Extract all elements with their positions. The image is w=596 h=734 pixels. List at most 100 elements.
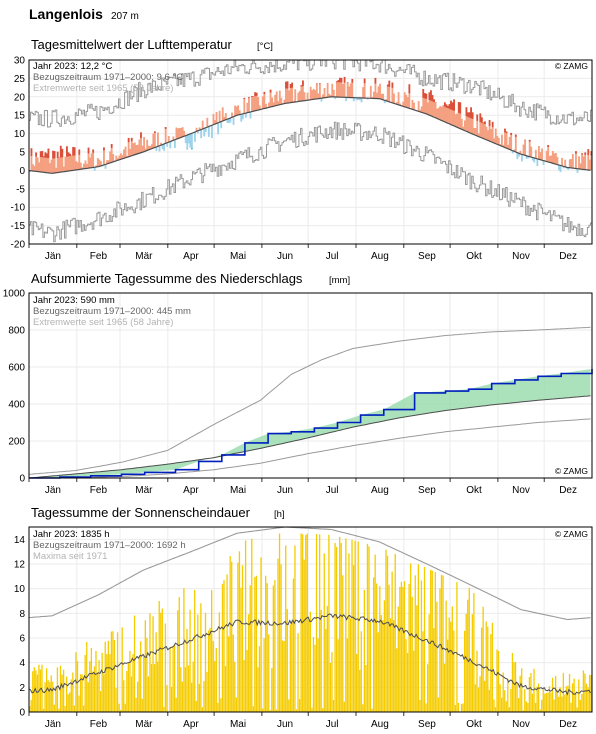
sunshine-bar — [425, 704, 426, 712]
temperature-bar — [382, 94, 384, 100]
sunshine-bar — [328, 535, 329, 712]
sunshine-bar — [202, 707, 203, 712]
sunshine-bar — [44, 682, 45, 712]
sunshine-bar — [186, 629, 187, 712]
y-tick-label: 15 — [14, 111, 26, 122]
temperature-legend-extremes: Extremwerte seit 1965 (58 Jahre) — [33, 83, 173, 94]
sunshine-bar — [246, 650, 247, 712]
sunshine-bar — [143, 655, 144, 712]
sunshine-bar — [211, 590, 212, 712]
sunshine-bar — [439, 588, 440, 712]
sunshine-bar — [321, 610, 322, 712]
sunshine-legend-reference: Bezugszeitraum 1971–2000: 1692 h — [33, 540, 186, 551]
temperature-bar — [307, 93, 309, 101]
sunshine-bar — [37, 675, 38, 712]
temperature-bar-strong — [510, 133, 512, 135]
sunshine-bar — [271, 668, 272, 712]
sunshine-bar — [277, 559, 278, 712]
sunshine-bar — [128, 663, 129, 712]
sunshine-bar — [314, 645, 315, 712]
sunshine-bar — [206, 672, 207, 712]
temperature-bar-strong — [575, 151, 577, 154]
sunshine-bar — [43, 709, 44, 712]
sunshine-bar — [515, 662, 516, 712]
sunshine-bar — [324, 553, 325, 712]
sunshine-bar — [317, 638, 318, 712]
sunshine-bar — [220, 698, 221, 712]
sunshine-bar — [445, 601, 446, 712]
temperature-bar-strong — [74, 147, 76, 155]
x-tick-label: Dez — [559, 251, 577, 262]
temperature-bar-strong — [287, 81, 289, 88]
sunshine-bar — [169, 647, 170, 712]
temperature-bar — [541, 148, 543, 159]
sunshine-bar — [589, 675, 590, 712]
x-tick-label: Feb — [90, 719, 108, 729]
sunshine-bar — [31, 700, 32, 712]
sunshine-bar — [69, 692, 70, 712]
sunshine-bar — [566, 686, 567, 712]
sunshine-bar — [506, 701, 507, 712]
sunshine-bar — [356, 654, 357, 712]
temperature-bar — [584, 155, 586, 170]
temperature-bar — [572, 154, 574, 168]
sunshine-bar — [280, 564, 281, 712]
sunshine-bar — [427, 664, 428, 712]
sunshine-bar — [351, 540, 352, 712]
sunshine-bar — [72, 672, 73, 712]
sunshine-bar — [577, 707, 578, 712]
y-tick-label: 30 — [14, 56, 26, 67]
sunshine-bar — [54, 705, 55, 712]
sunshine-bar — [428, 614, 429, 712]
sunshine-bar — [393, 620, 394, 712]
sunshine-bar — [481, 628, 482, 712]
temperature-bar — [413, 103, 415, 110]
temperature-bar-strong — [302, 80, 304, 86]
temperature-bar — [208, 127, 210, 137]
sunshine-bar — [476, 651, 477, 712]
x-tick-label: Mai — [230, 485, 246, 496]
sunshine-bar — [368, 546, 369, 712]
sunshine-bar — [101, 653, 102, 712]
sunshine-bar — [453, 630, 454, 712]
sunshine-bar — [91, 648, 92, 712]
sunshine-bar — [217, 703, 218, 712]
sunshine-bar — [205, 613, 206, 712]
sunshine-bar — [552, 678, 553, 712]
x-tick-label: Mai — [230, 719, 246, 729]
sunshine-bar — [452, 606, 453, 712]
temperature-bar — [200, 130, 202, 138]
x-tick-label: Feb — [90, 251, 108, 262]
sunshine-bar — [123, 680, 124, 712]
sunshine-bar — [507, 679, 508, 712]
temperature-bar-strong — [364, 78, 366, 83]
sunshine-bar — [390, 618, 391, 712]
sunshine-bar — [38, 665, 39, 712]
temperature-bar — [230, 118, 232, 122]
temperature-bar — [202, 121, 204, 130]
sunshine-bar — [237, 563, 238, 712]
sunshine-bar — [376, 584, 377, 712]
sunshine-bar — [304, 560, 305, 712]
sunshine-bar — [118, 704, 119, 712]
precipitation-unit: [mm] — [329, 275, 350, 286]
sunshine-bar — [209, 628, 210, 712]
sunshine-bar — [470, 661, 471, 712]
sunshine-bar — [404, 581, 405, 712]
sunshine-bar — [157, 661, 158, 712]
sunshine-bar — [171, 687, 172, 712]
temperature-bar-strong — [103, 147, 105, 150]
x-tick-label: Feb — [90, 485, 108, 496]
temperature-bar — [324, 88, 326, 98]
sunshine-bar — [353, 565, 354, 712]
sunshine-bar — [331, 652, 332, 712]
sunshine-bar — [115, 688, 116, 712]
temperature-bar-strong — [54, 151, 56, 158]
sunshine-legend-year: Jahr 2023: 1835 h — [33, 529, 110, 540]
temperature-bar-strong — [453, 99, 455, 111]
temperature-bar — [163, 144, 165, 151]
sunshine-bar — [132, 654, 133, 712]
sunshine-bar — [516, 682, 517, 712]
temperature-bar — [103, 150, 105, 165]
